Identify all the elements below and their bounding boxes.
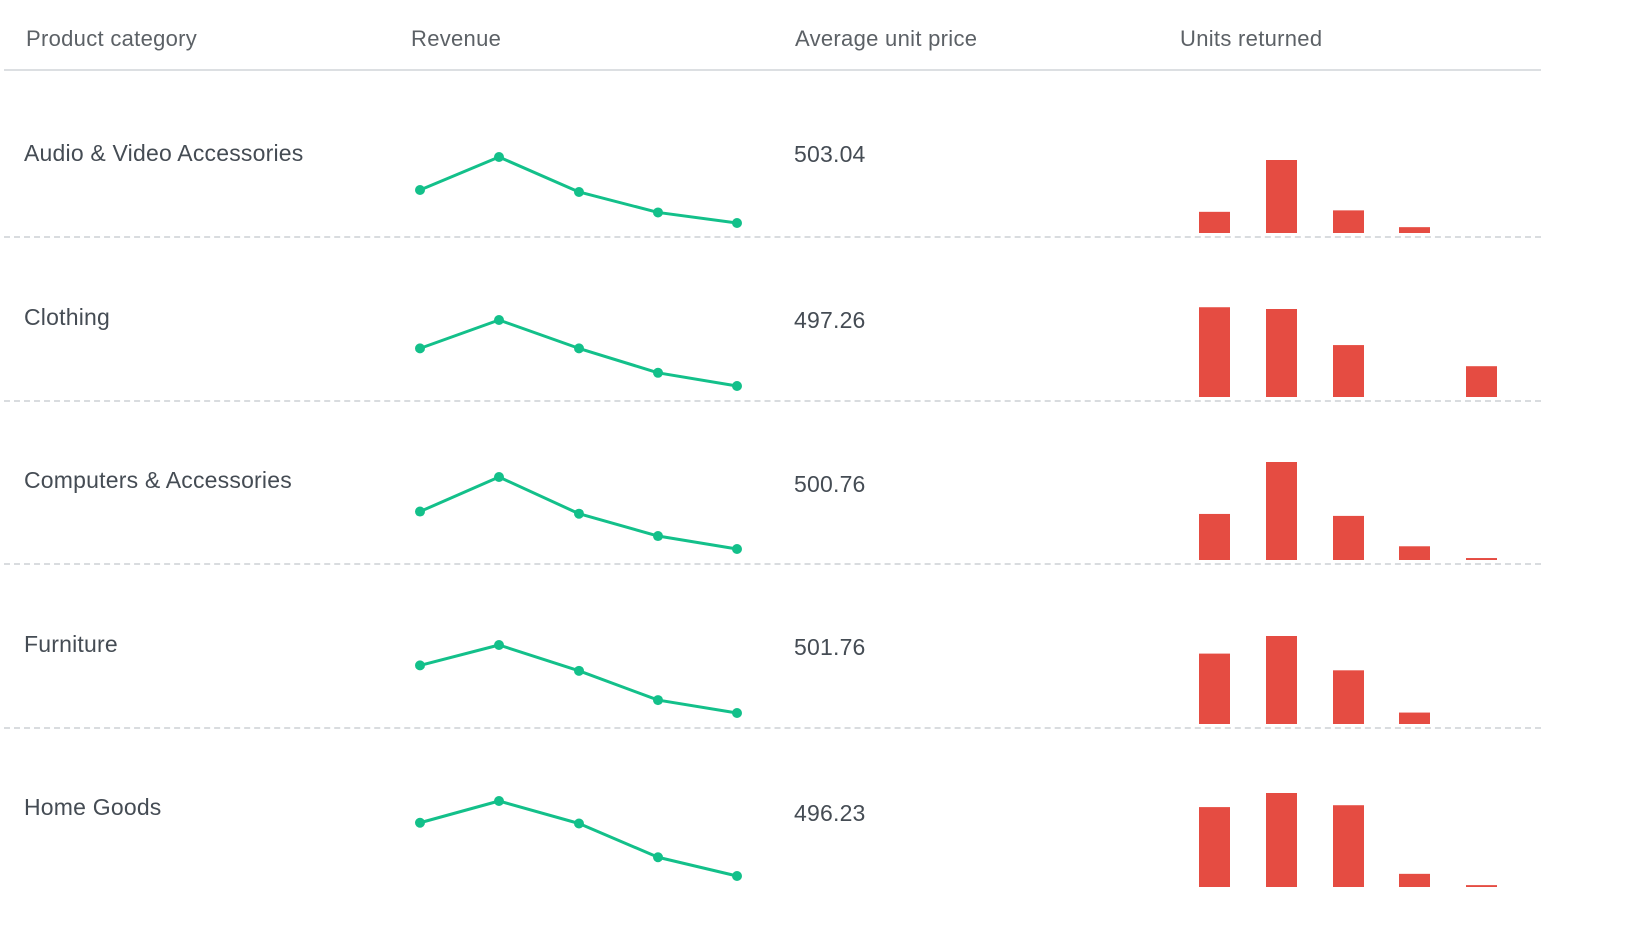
revenue-point: [415, 506, 425, 517]
average-unit-price-cell: 496.23: [794, 800, 866, 826]
column-header-units-returned[interactable]: Units returned: [1180, 26, 1323, 51]
table-row[interactable]: Computers & Accessories 500.76: [4, 400, 1541, 565]
units-returned-bar: [1399, 227, 1430, 233]
product-category-cell: Audio & Video Accessories: [24, 140, 304, 166]
units-returned-bar: [1199, 653, 1230, 724]
units-returned-bar: [1399, 712, 1430, 724]
row-sparkline-svg: [415, 307, 1497, 397]
revenue-point: [732, 381, 742, 391]
units-returned-bar: [1333, 210, 1364, 233]
average-unit-price-cell: 497.26: [794, 307, 866, 333]
revenue-point: [494, 472, 504, 482]
units-returned-bar: [1199, 211, 1230, 233]
table-row[interactable]: Clothing 497.26: [4, 237, 1541, 402]
revenue-point: [653, 207, 663, 218]
revenue-point: [732, 218, 742, 228]
units-returned-bar: [1466, 885, 1497, 887]
units-returned-bar: [1266, 160, 1297, 233]
row-sparkline-svg: [415, 462, 1497, 560]
column-header-product-category[interactable]: Product category: [26, 26, 198, 51]
product-category-cell: Computers & Accessories: [24, 467, 292, 493]
table-row[interactable]: Home Goods 496.23: [4, 727, 1541, 890]
units-returned-bar: [1199, 307, 1230, 397]
revenue-point: [653, 531, 663, 542]
revenue-point: [415, 660, 425, 671]
revenue-point: [494, 315, 504, 325]
units-returned-bar: [1466, 366, 1497, 397]
units-returned-bar: [1266, 309, 1297, 397]
column-header-revenue[interactable]: Revenue: [411, 26, 502, 51]
revenue-point: [574, 186, 584, 197]
row-sparkline-svg: [415, 152, 1430, 233]
units-returned-bar: [1266, 636, 1297, 724]
product-category-cell: Home Goods: [24, 794, 162, 820]
units-returned-bar: [1266, 462, 1297, 560]
product-category-cell: Clothing: [24, 304, 110, 330]
revenue-point: [415, 185, 425, 195]
units-returned-bar: [1399, 873, 1430, 887]
product-category-cell: Furniture: [24, 631, 118, 657]
revenue-point: [574, 343, 584, 354]
revenue-point: [732, 544, 742, 554]
revenue-point: [494, 796, 504, 806]
units-returned-bar: [1333, 515, 1364, 560]
average-unit-price-cell: 500.76: [794, 471, 866, 497]
units-returned-bar: [1199, 807, 1230, 887]
revenue-point: [732, 708, 742, 718]
revenue-sparkline: [419, 643, 738, 715]
table-header: Product category Revenue Average unit pr…: [4, 0, 1541, 71]
units-returned-bar: [1333, 805, 1364, 887]
column-header-average-unit-price[interactable]: Average unit price: [795, 26, 978, 51]
table-row[interactable]: Audio & Video Accessories 503.04: [4, 73, 1541, 238]
revenue-point: [415, 343, 425, 354]
row-sparkline-svg: [415, 793, 1497, 887]
units-returned-bar: [1199, 513, 1230, 560]
revenue-sparkline: [419, 799, 738, 878]
revenue-point: [653, 367, 663, 378]
revenue-point: [574, 665, 584, 676]
units-returned-bar: [1266, 793, 1297, 887]
units-returned-bar: [1466, 558, 1497, 560]
average-unit-price-cell: 501.76: [794, 634, 866, 660]
revenue-point: [574, 508, 584, 519]
revenue-point: [653, 852, 663, 863]
average-unit-price-cell: 503.04: [794, 141, 866, 167]
revenue-point: [574, 818, 584, 829]
revenue-point: [415, 817, 425, 828]
row-sparkline-svg: [415, 636, 1430, 724]
units-returned-bar: [1333, 670, 1364, 724]
units-returned-bar: [1399, 546, 1430, 560]
table-row[interactable]: Furniture 501.76: [4, 564, 1541, 729]
revenue-point: [732, 871, 742, 881]
revenue-point: [494, 640, 504, 650]
units-returned-bar: [1333, 345, 1364, 397]
revenue-point: [653, 695, 663, 706]
revenue-point: [494, 152, 504, 162]
